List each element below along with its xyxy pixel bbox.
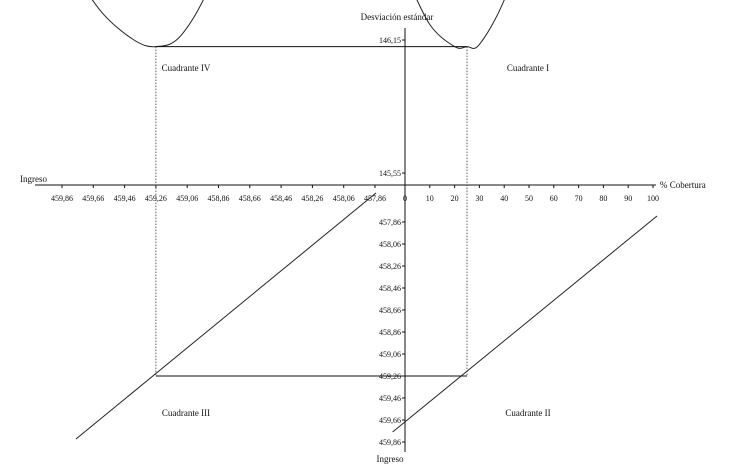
y-down-tick-label: 458,66: [379, 306, 401, 315]
x-right-tick-label: 30: [475, 194, 483, 203]
x-left-tick-label: 459,06: [176, 194, 198, 203]
x-right-tick-label: 100: [647, 194, 659, 203]
quadrant-2-label: Cuadrante II: [505, 408, 550, 418]
x-left-tick-group: 459,86 459,66 459,46 459,26 459,06 458,86 458,…: [51, 185, 386, 203]
x-right-tick-label: 50: [525, 194, 533, 203]
x-right-tick-label: 70: [575, 194, 583, 203]
x-left-tick-label: 458,66: [239, 194, 261, 203]
x-right-tick-label: 20: [451, 194, 459, 203]
x-right-tick-label: 0: [403, 194, 407, 203]
quadrant-1-label: Cuadrante I: [507, 63, 549, 73]
y-down-tick-label: 459,86: [379, 438, 401, 447]
x-right-tick-label: 90: [624, 194, 632, 203]
x-left-tick-label: 459,86: [51, 194, 73, 203]
x-left-tick-label: 457,86: [364, 194, 386, 203]
quadrant-4-curve: [91, 0, 204, 48]
y-up-tick-label: 146,15: [379, 36, 401, 45]
y-axis-bottom-label: Ingreso: [377, 454, 404, 464]
x-right-tick-label: 80: [599, 194, 607, 203]
y-down-tick-label: 459,66: [379, 416, 401, 425]
y-down-tick-label: 458,86: [379, 328, 401, 337]
y-down-tick-label: 459,06: [379, 350, 401, 359]
x-left-tick-label: 458,86: [208, 194, 230, 203]
curves-group: [75, 0, 658, 440]
y-down-tick-label: 457,86: [379, 218, 401, 227]
x-right-tick-label: 10: [426, 194, 434, 203]
x-left-tick-label: 458,46: [270, 194, 292, 203]
y-up-tick-label: 145,55: [379, 169, 401, 178]
x-left-tick-label: 459,66: [82, 194, 104, 203]
quadrant-3-line: [75, 192, 377, 440]
x-left-tick-label: 458,06: [333, 194, 355, 203]
quadrant-3-label: Cuadrante III: [162, 408, 210, 418]
x-left-tick-label: 458,26: [301, 194, 323, 203]
x-axis-left-label: Ingreso: [20, 174, 47, 184]
quadrant-1-curve: [416, 0, 505, 49]
y-down-tick-label: 458,46: [379, 284, 401, 293]
quadrant-2-line: [392, 215, 658, 433]
reference-lines-group: [155, 46, 468, 377]
quadrant-4-label: Cuadrante IV: [162, 63, 211, 73]
x-right-tick-label: 40: [500, 194, 508, 203]
x-left-tick-label: 459,26: [145, 194, 167, 203]
y-axis-top-label: Desviación estándar: [361, 12, 434, 22]
x-right-tick-label: 60: [550, 194, 558, 203]
y-down-tick-label: 459,46: [379, 394, 401, 403]
y-down-tick-label: 458,06: [379, 240, 401, 249]
y-down-tick-label: 458,26: [379, 262, 401, 271]
x-left-tick-label: 459,46: [114, 194, 136, 203]
x-right-tick-group: 0 10 20 30 40 50 60 70 80 90 100: [403, 185, 659, 203]
y-down-tick-group: 457,86 458,06 458,26 458,46 458,66 458,86 459,…: [379, 218, 405, 447]
y-up-tick-group: 149,75149,15148,55147,95147,35146,75146,…: [379, 36, 405, 178]
x-axis-right-label: % Cobertura: [660, 180, 706, 190]
